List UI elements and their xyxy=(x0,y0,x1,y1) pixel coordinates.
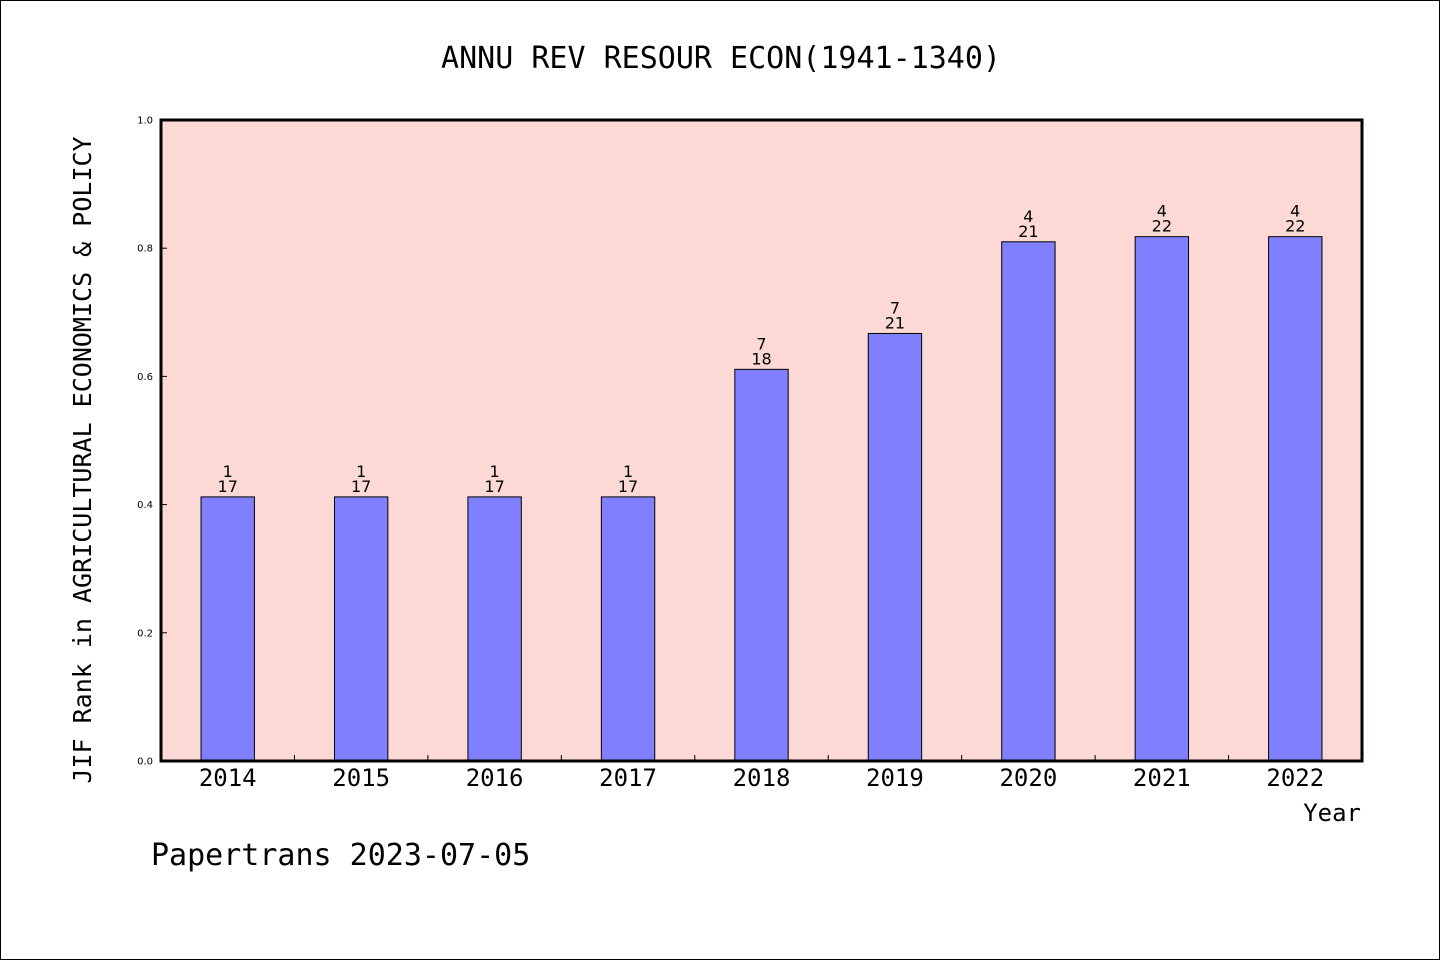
x-tick-label: 2020 xyxy=(999,764,1057,792)
bar-total-label: 17 xyxy=(351,477,371,496)
x-tick-label: 2015 xyxy=(332,764,390,792)
y-tick-label: 0.0 xyxy=(137,757,153,768)
footer-credit: Papertrans 2023-07-05 xyxy=(151,838,530,873)
x-tick-label: 2018 xyxy=(733,764,791,792)
bar-rank-label: 7 xyxy=(890,298,900,317)
x-axis-label: Year xyxy=(1303,799,1361,827)
bar-2014 xyxy=(200,496,255,762)
bar-total-label: 18 xyxy=(751,349,771,368)
bar-2018 xyxy=(734,368,789,762)
bars xyxy=(200,236,1323,762)
bar-rank-label: 4 xyxy=(1290,202,1300,221)
x-tick-label: 2019 xyxy=(866,764,924,792)
bar-rank-label: 7 xyxy=(756,334,766,353)
bar-2016 xyxy=(467,496,522,762)
x-tick-label: 2014 xyxy=(199,764,257,792)
bar-rank-label: 1 xyxy=(490,462,500,481)
bar-2020 xyxy=(1001,241,1056,762)
plot-border xyxy=(159,118,1364,763)
bar-total-label: 22 xyxy=(1152,217,1172,236)
bar-2015 xyxy=(333,496,389,762)
chart-title: ANNU REV RESOUR ECON(1941-1340) xyxy=(441,41,1001,76)
x-tick-label: 2021 xyxy=(1133,764,1191,792)
bar-rank-label: 1 xyxy=(356,462,366,481)
y-tick-label: 1.0 xyxy=(137,116,153,127)
y-tick-label: 0.4 xyxy=(137,500,153,511)
y-axis-label: JIF Rank in AGRICULTURAL ECONOMICS & POL… xyxy=(68,136,97,783)
bar-2021 xyxy=(1134,236,1190,762)
bar-2017 xyxy=(600,496,656,762)
bar-rank-label: 1 xyxy=(623,462,633,481)
x-tick-label: 2017 xyxy=(599,764,657,792)
bar-rank-label: 4 xyxy=(1023,207,1033,226)
y-tick-label: 0.2 xyxy=(137,628,153,639)
bar-total-label: 17 xyxy=(484,477,504,496)
bar-total-label: 17 xyxy=(618,477,638,496)
x-tick-label: 2016 xyxy=(466,764,524,792)
bar-total-label: 17 xyxy=(218,477,238,496)
y-tick-label: 0.8 xyxy=(137,244,153,255)
bar-2019 xyxy=(867,332,923,762)
bar-total-label: 21 xyxy=(885,313,905,332)
x-tick-label: 2022 xyxy=(1266,764,1324,792)
bar-total-label: 22 xyxy=(1285,217,1305,236)
x-axis-ticks: 2014 2015 2016 2017 2018 2019 2020 2021 2022 xyxy=(199,755,1324,792)
bar-rank-label: 4 xyxy=(1157,202,1167,221)
y-tick-label: 0.6 xyxy=(137,372,153,383)
bar-2022 xyxy=(1268,236,1323,762)
bar-total-label: 21 xyxy=(1018,222,1038,241)
bar-rank-label: 1 xyxy=(223,462,233,481)
